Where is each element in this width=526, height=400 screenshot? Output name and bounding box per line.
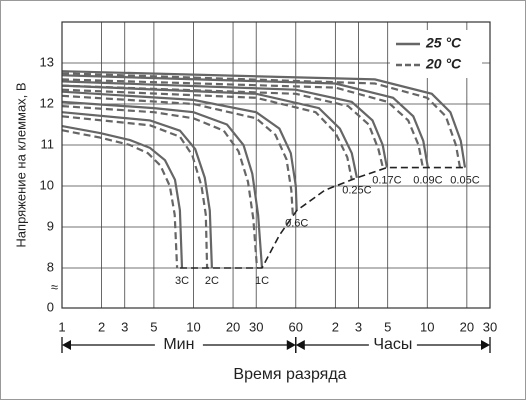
range-label-bg xyxy=(368,336,417,354)
discharge-curve xyxy=(61,115,209,269)
x-tick-label: 1 xyxy=(58,319,65,334)
curve-label: 0.09C xyxy=(413,174,442,186)
curve-label: 0.6C xyxy=(285,218,308,230)
discharge-curve xyxy=(61,125,184,269)
legend-box xyxy=(390,30,482,78)
y-tick-label: 11 xyxy=(41,136,55,151)
range-label-bg xyxy=(154,336,203,354)
range-label: Мин xyxy=(163,336,194,353)
discharge-curve xyxy=(61,72,462,168)
curve-label: 0.05C xyxy=(450,174,479,186)
x-axis-title: Время разряда xyxy=(233,366,346,383)
curve-label: 1C xyxy=(255,275,269,287)
discharge-curve xyxy=(61,84,384,168)
x-tick-label: 60 xyxy=(289,319,303,334)
axis-break: ≈ xyxy=(51,279,58,294)
y-tick-label: 9 xyxy=(47,218,54,233)
y-tick-label: 8 xyxy=(47,259,54,274)
curve-label: 0.17C xyxy=(372,174,401,186)
discharge-curve xyxy=(61,88,353,181)
discharge-curve xyxy=(61,78,424,168)
discharge-curve xyxy=(61,80,388,168)
legend-label: 25 °C xyxy=(425,35,462,51)
curve-label: 2C xyxy=(205,275,219,287)
y-tick-label: 10 xyxy=(40,177,54,192)
x-tick-label: 5 xyxy=(384,319,391,334)
legend-label: 20 °C xyxy=(425,56,462,72)
cutoff-line xyxy=(180,166,465,269)
x-tick-label: 2 xyxy=(332,319,339,334)
x-tick-label: 30 xyxy=(249,319,263,334)
discharge-curve xyxy=(61,105,259,269)
plot-frame xyxy=(61,21,491,309)
x-tick-label: 30 xyxy=(483,319,497,334)
curves xyxy=(61,70,467,269)
y-tick-label: 0 xyxy=(47,299,54,314)
y-tick-label: 13 xyxy=(40,54,54,69)
discharge-curve xyxy=(61,74,429,168)
x-tick-label: 3 xyxy=(121,319,128,334)
x-tick-label: 5 xyxy=(150,319,157,334)
x-tick-label: 20 xyxy=(226,319,240,334)
curve-label: 0.25C xyxy=(342,185,371,197)
x-tick-label: 2 xyxy=(98,319,105,334)
discharge-curve xyxy=(61,111,213,269)
discharge-curve xyxy=(61,90,298,211)
discharge-curve xyxy=(61,100,264,269)
y-axis-title: Напряжение на клеммах, В xyxy=(13,82,28,247)
discharge-curve xyxy=(61,70,467,168)
curve-label: 3C xyxy=(175,275,189,287)
x-tick-label: 20 xyxy=(460,319,474,334)
discharge-curve xyxy=(61,84,358,179)
y-tick-label: 12 xyxy=(40,95,54,110)
x-tick-label: 10 xyxy=(186,319,200,334)
x-tick-label: 10 xyxy=(420,319,434,334)
range-label: Часы xyxy=(373,336,412,353)
discharge-curve xyxy=(61,94,294,215)
x-tick-label: 3 xyxy=(355,319,362,334)
